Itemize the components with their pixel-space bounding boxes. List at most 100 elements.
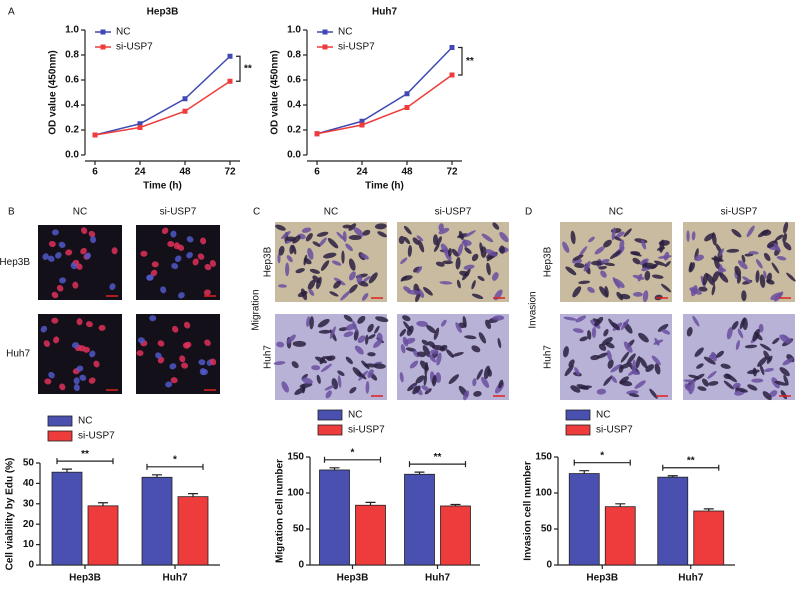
cell — [642, 290, 649, 303]
cell — [430, 349, 439, 355]
cell — [632, 292, 643, 297]
micrograph — [273, 314, 389, 400]
y-tick-label: 1.0 — [65, 25, 79, 36]
cell — [570, 385, 581, 393]
cell — [718, 267, 727, 272]
micrograph — [136, 225, 220, 300]
y-tick-label: 0.4 — [287, 100, 301, 111]
cell — [698, 286, 708, 292]
cell — [59, 383, 66, 391]
cell — [628, 393, 640, 398]
cell — [644, 270, 651, 281]
cell — [626, 353, 636, 365]
cell — [736, 387, 748, 393]
column-label: si-USP7 — [160, 207, 197, 218]
series-line — [316, 74, 453, 135]
cell — [755, 270, 760, 283]
x-tick-label: Huh7 — [163, 573, 188, 584]
cell — [618, 364, 624, 373]
bar — [604, 506, 636, 566]
point — [359, 118, 365, 124]
cell — [178, 292, 185, 299]
cell — [285, 262, 290, 277]
x-axis-label: Time (h) — [365, 181, 404, 192]
cell — [619, 376, 629, 384]
cell — [487, 368, 492, 377]
cell — [601, 337, 613, 346]
cell — [587, 329, 592, 340]
y-tick-label: 0.0 — [65, 150, 79, 161]
cell — [170, 377, 178, 384]
cell — [343, 314, 353, 322]
cell — [292, 235, 301, 244]
y-axis-label: Invasion cell number — [523, 461, 534, 561]
cell — [775, 234, 784, 241]
cell — [704, 233, 715, 242]
cell — [744, 253, 754, 257]
cell — [419, 360, 429, 371]
y-tick-label: 0.6 — [287, 75, 301, 86]
cell — [98, 324, 106, 331]
cell — [170, 230, 177, 238]
cell — [603, 239, 612, 248]
cell — [613, 278, 625, 288]
y-tick-label: 40 — [23, 478, 35, 489]
cell — [292, 244, 297, 255]
x-tick-label: 24 — [134, 167, 146, 178]
cell — [316, 374, 321, 384]
cell — [421, 385, 430, 392]
cell — [368, 334, 376, 340]
x-tick-label: 48 — [401, 167, 413, 178]
cell — [654, 337, 660, 346]
cell — [399, 372, 404, 383]
cell — [405, 347, 417, 352]
cell — [365, 334, 369, 345]
cell — [598, 343, 607, 351]
cell — [562, 241, 570, 253]
cell — [84, 252, 91, 260]
column-label: NC — [609, 207, 623, 218]
x-tick-label: 6 — [92, 167, 98, 178]
point — [227, 53, 233, 59]
cell — [766, 279, 775, 285]
cell — [423, 286, 433, 296]
y-axis-label: Migration cell number — [275, 459, 286, 563]
cell — [619, 293, 631, 300]
cell — [759, 365, 765, 375]
point — [137, 121, 143, 127]
cell — [607, 359, 614, 369]
cell — [654, 363, 661, 375]
cell — [480, 246, 487, 258]
error-bar — [667, 475, 678, 478]
cell — [204, 263, 212, 271]
panel-label: B — [8, 207, 15, 218]
x-tick-label: 6 — [314, 167, 320, 178]
cell — [357, 315, 366, 324]
cell — [309, 268, 321, 274]
cell — [181, 362, 189, 369]
cell — [632, 257, 641, 265]
cell — [651, 263, 659, 270]
cell — [610, 375, 617, 383]
cell — [326, 355, 336, 361]
cell — [742, 317, 748, 330]
cell — [422, 345, 431, 358]
legend-swatch — [47, 415, 73, 427]
error-bar — [188, 493, 198, 497]
bar — [51, 471, 83, 566]
cell — [416, 320, 428, 327]
cell — [619, 239, 625, 251]
cell — [715, 350, 725, 358]
cell — [70, 262, 78, 270]
cell — [367, 323, 374, 333]
y-tick-label: 100 — [287, 488, 304, 499]
cell — [779, 334, 790, 344]
cell — [492, 315, 505, 321]
cell — [184, 341, 192, 348]
cell — [732, 382, 741, 389]
cell — [599, 286, 609, 298]
cell — [783, 374, 789, 386]
cell — [278, 245, 285, 256]
cell — [693, 373, 705, 381]
legend-swatch — [322, 44, 328, 50]
